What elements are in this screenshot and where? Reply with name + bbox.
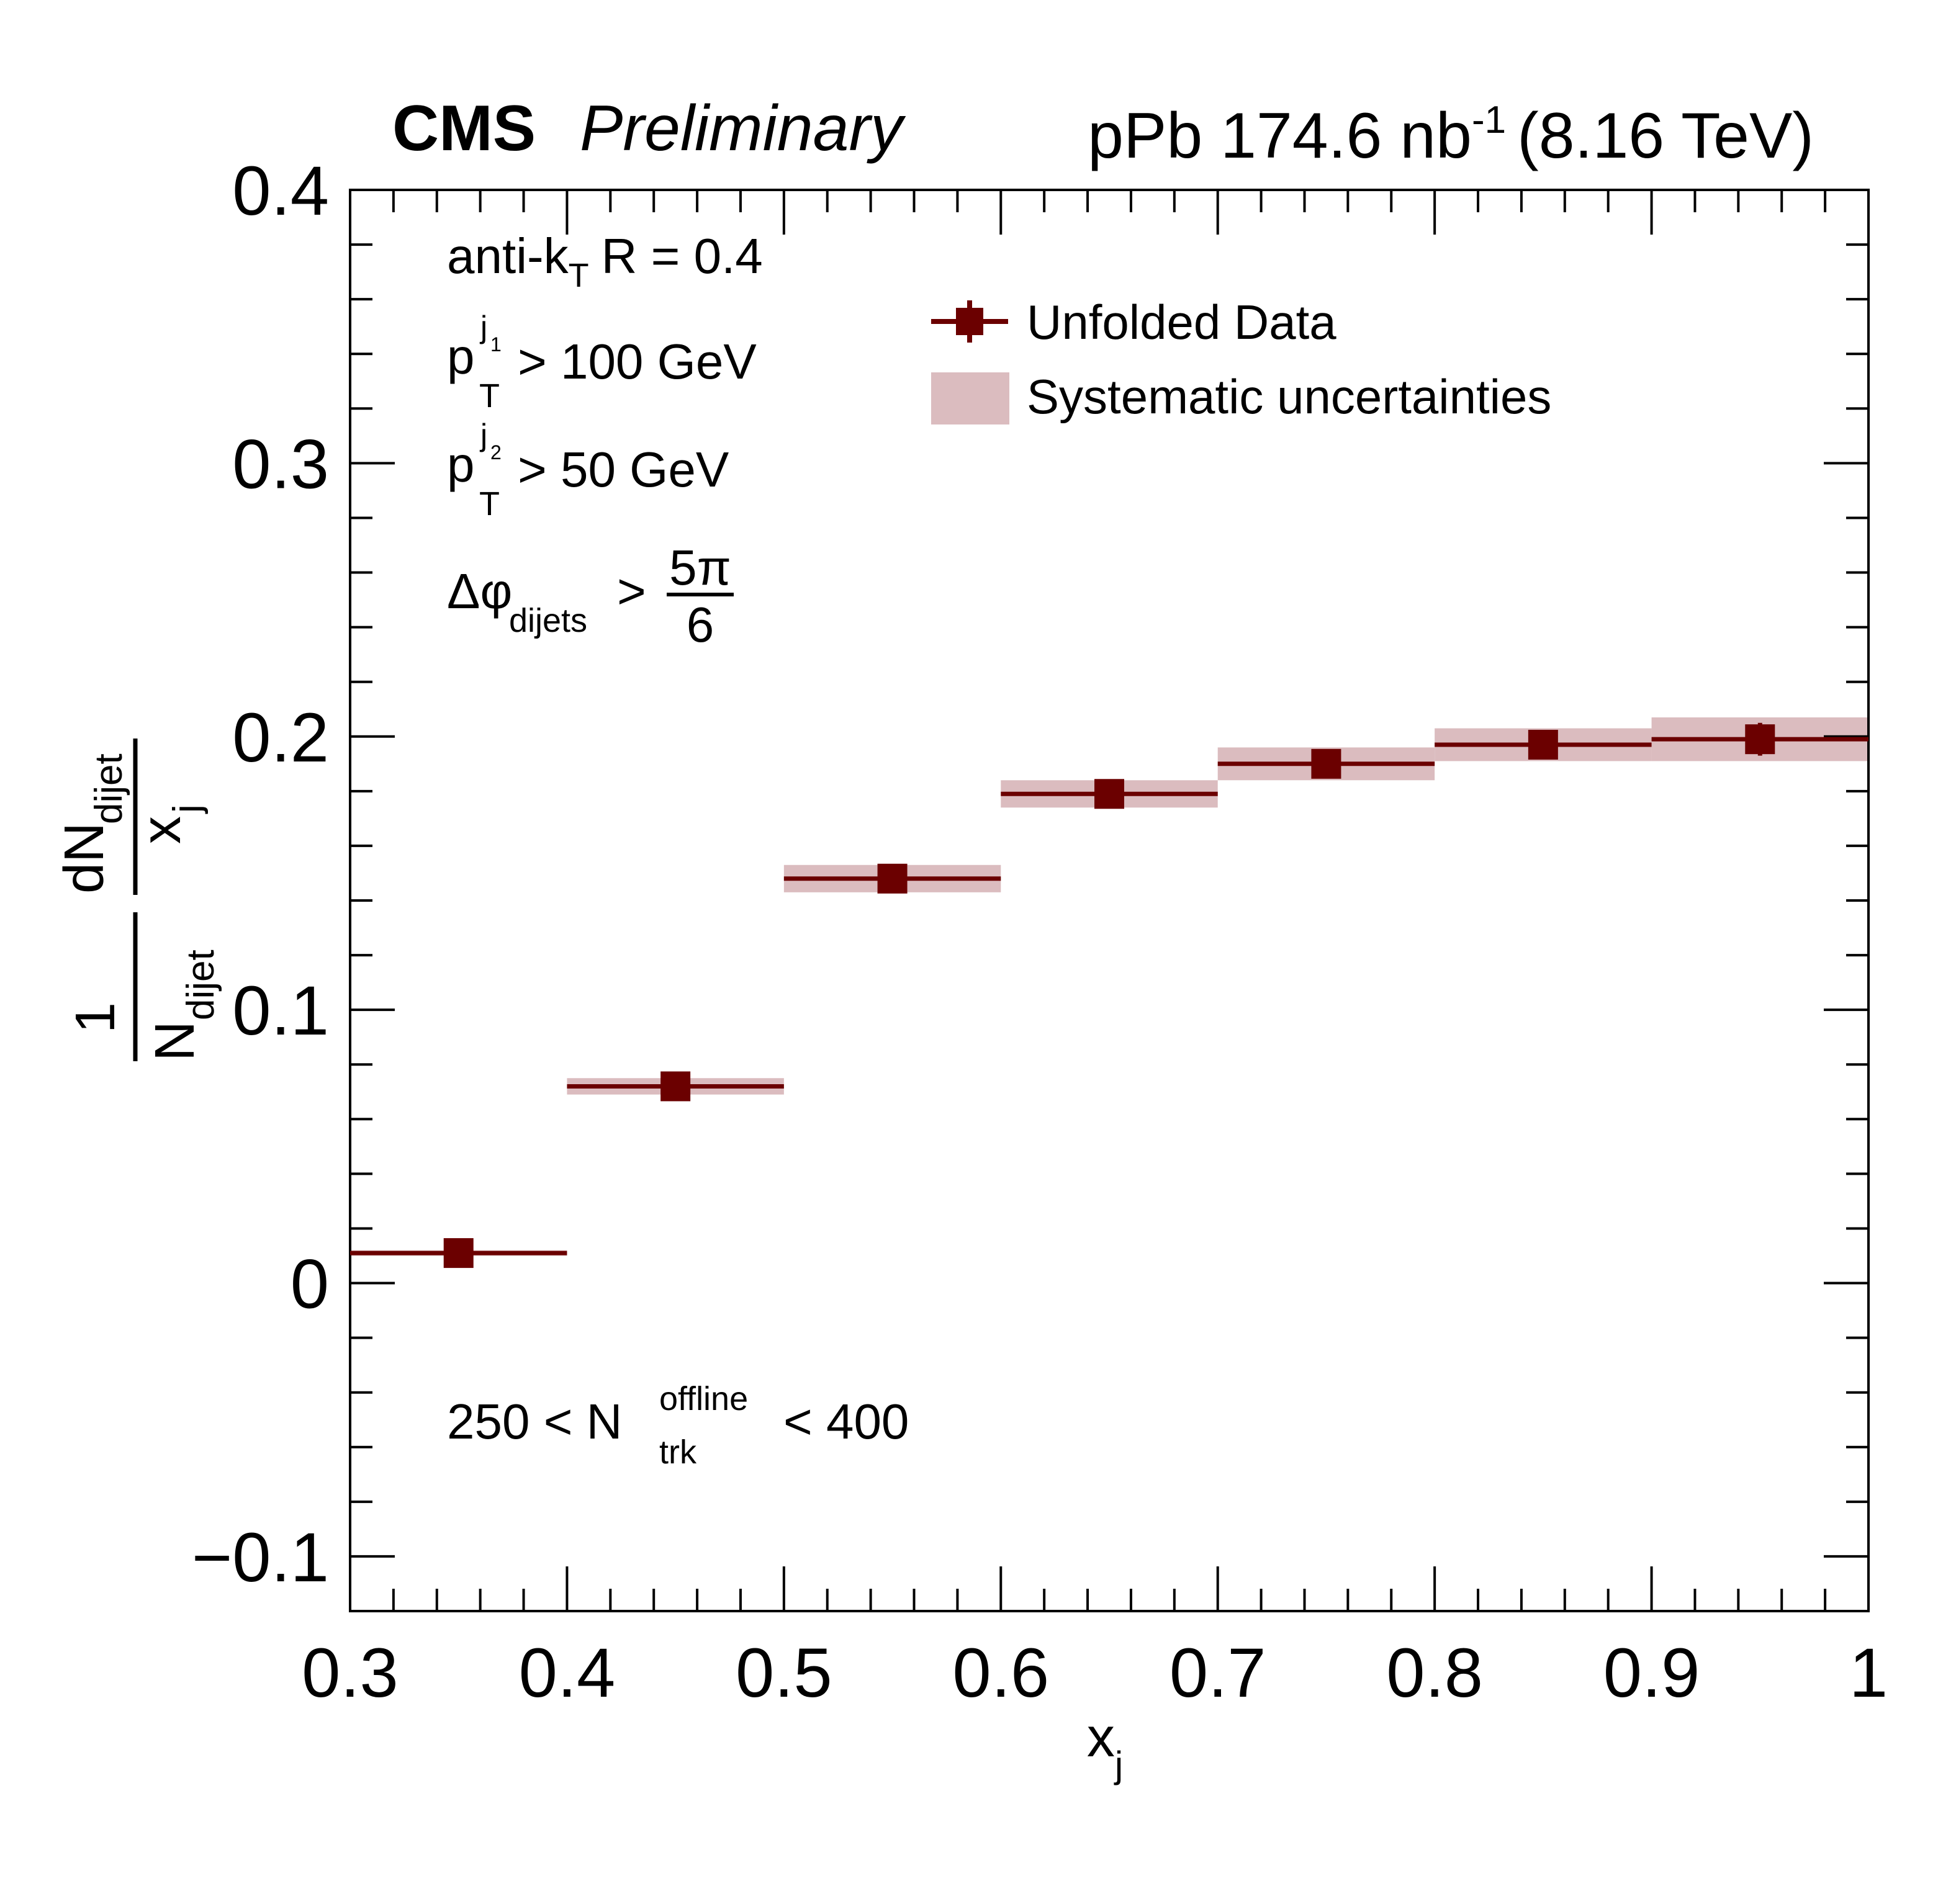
y-title-x: x <box>130 816 192 844</box>
x-tick-label: 0.8 <box>1386 1634 1483 1712</box>
x-tick-label: 0.9 <box>1603 1634 1700 1712</box>
data-points <box>350 722 1868 1269</box>
pt1-superscript: j <box>479 310 487 344</box>
y-title-dN-subscript: dijet <box>88 753 130 824</box>
pt1-subscript: T <box>479 377 500 415</box>
y-title-N: N <box>144 1021 206 1061</box>
axis-ticks <box>349 189 1870 1612</box>
pt1-p: p <box>447 329 475 384</box>
dphi-subscript: dijets <box>509 602 587 639</box>
y-tick-label: 0.2 <box>232 699 329 776</box>
ntrk-suffix: < 400 <box>783 1394 909 1449</box>
y-tick-label: 0.1 <box>232 972 329 1049</box>
data-marker <box>660 1071 691 1102</box>
data-marker <box>1745 724 1775 755</box>
algo-prefix: anti-k <box>447 228 569 284</box>
x-tick-label: 0.3 <box>302 1634 399 1712</box>
y-title-dN: dN <box>53 822 115 894</box>
pt1-cut-text: > 100 GeV <box>518 334 757 389</box>
ntrk-prefix: 250 < N <box>447 1394 622 1449</box>
ntrk-range-label: 250 < N offline trk < 400 <box>447 1380 909 1471</box>
algo-label: anti-kT R = 0.4 <box>447 228 763 294</box>
pt2-subscript: T <box>479 485 500 523</box>
y-tick-label: 0.4 <box>232 152 329 230</box>
legend-data-marker <box>931 300 1008 343</box>
x-tick-label: 0.5 <box>736 1634 832 1712</box>
pt2-p: p <box>447 437 475 492</box>
x-tick-label: 0.6 <box>952 1634 1049 1712</box>
dphi-denominator: 6 <box>687 597 714 652</box>
pt2-superscript: j <box>479 418 487 452</box>
x-tick-labels: 0.3 0.4 0.5 0.6 0.7 0.8 0.9 1 <box>302 1634 1888 1712</box>
pt2-cut-text: > 50 GeV <box>518 442 729 497</box>
luminosity-label: pPb 174.6 nb-1 (8.16 TeV) <box>1088 99 1814 172</box>
pt1-cut-label: p j 1 T > 100 GeV <box>447 310 757 415</box>
legend: Unfolded Data Systematic uncertainties <box>931 295 1551 424</box>
data-marker <box>1311 748 1341 779</box>
algo-subscript: T <box>569 257 589 294</box>
y-title-x-subscript: j <box>166 804 209 814</box>
pt2-superscript-index: 2 <box>490 441 502 464</box>
legend-syst-swatch <box>931 372 1009 424</box>
y-title-N-subscript: dijet <box>179 950 222 1020</box>
y-title-one: 1 <box>65 1002 127 1033</box>
data-marker <box>1528 729 1558 760</box>
data-marker <box>1094 779 1124 809</box>
luminosity-energy: (8.16 TeV) <box>1517 100 1814 172</box>
dphi-numerator: 5π <box>669 540 731 595</box>
y-tick-labels: −0.1 0 0.1 0.2 0.3 0.4 <box>192 152 329 1596</box>
x-axis-title: xj <box>1087 1707 1123 1785</box>
data-marker <box>443 1238 474 1269</box>
ntrk-superscript: offline <box>659 1380 748 1417</box>
y-tick-label: −0.1 <box>192 1519 329 1596</box>
status-label: Preliminary <box>580 92 906 164</box>
luminosity-prefix: pPb 174.6 nb <box>1088 100 1472 172</box>
x-tick-label: 0.7 <box>1170 1634 1266 1712</box>
dphi-cut-label: Δφ dijets > 5π 6 <box>447 540 734 652</box>
data-marker <box>877 863 908 894</box>
y-tick-label: 0 <box>291 1246 329 1323</box>
y-tick-label: 0.3 <box>232 425 329 503</box>
legend-syst-label: Systematic uncertainties <box>1027 369 1551 424</box>
y-axis-title: 1 N dijet dN dijet x j <box>53 739 222 1061</box>
luminosity-exponent: -1 <box>1472 99 1506 141</box>
x-axis-title-x: x <box>1087 1707 1115 1769</box>
pt2-cut-label: p j 2 T > 50 GeV <box>447 418 729 523</box>
legend-data-label: Unfolded Data <box>1027 295 1336 349</box>
x-tick-label: 1 <box>1849 1634 1888 1712</box>
dphi-gt: > <box>617 564 646 619</box>
x-tick-label: 0.4 <box>519 1634 616 1712</box>
algo-suffix: R = 0.4 <box>602 228 763 284</box>
dphi-symbol: Δφ <box>447 564 512 619</box>
ntrk-subscript: trk <box>659 1434 697 1471</box>
experiment-label: CMS <box>392 92 536 164</box>
pt1-superscript-index: 1 <box>490 333 502 356</box>
x-axis-title-subscript: j <box>1114 1744 1123 1785</box>
